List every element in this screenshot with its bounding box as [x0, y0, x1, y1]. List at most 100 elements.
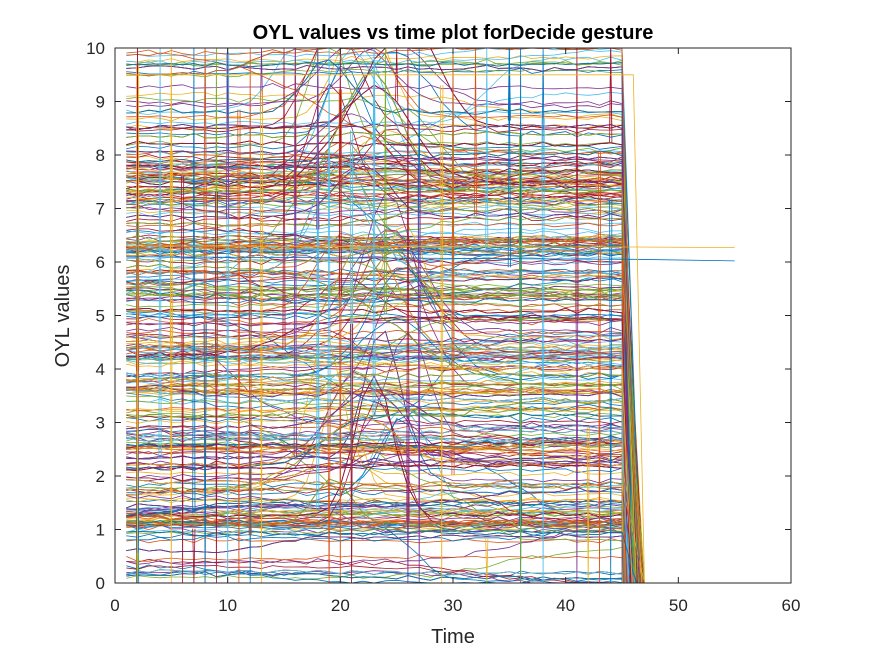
data-line [126, 507, 735, 583]
y-tick-label: 9 [96, 93, 105, 112]
spike-line [575, 200, 579, 583]
data-line [126, 443, 735, 583]
data-line [126, 171, 735, 583]
data-line [126, 162, 735, 583]
data-line [126, 258, 735, 583]
spike-line [327, 48, 331, 436]
data-line [126, 427, 735, 583]
data-line [126, 295, 735, 583]
data-line [126, 268, 735, 583]
data-line [126, 527, 735, 583]
data-line [126, 349, 735, 583]
data-line [126, 236, 735, 583]
spike-line [609, 48, 613, 131]
data-line [126, 483, 735, 583]
data-line [126, 149, 735, 583]
data-line [126, 486, 735, 583]
data-line [126, 415, 735, 583]
y-tick-label: 7 [96, 200, 105, 219]
data-line [126, 499, 735, 583]
data-line [126, 398, 735, 583]
data-line [126, 269, 735, 583]
data-line [126, 519, 735, 583]
data-line [126, 330, 735, 583]
data-line [126, 176, 735, 583]
data-line [126, 173, 735, 583]
data-line [126, 289, 735, 583]
spike-line [158, 48, 162, 458]
x-tick-label: 20 [331, 596, 350, 615]
data-line [126, 316, 735, 583]
spike-line [406, 388, 410, 583]
data-line [126, 150, 735, 583]
data-line [126, 309, 735, 583]
data-line [126, 497, 735, 583]
data-line [126, 320, 735, 583]
data-line [126, 406, 735, 583]
spike-line [350, 130, 354, 583]
spike-line [609, 199, 613, 583]
spike-line [169, 151, 173, 583]
y-axis-label: OYL values [52, 265, 74, 368]
data-line [126, 495, 735, 583]
data-line [126, 250, 735, 583]
spike-line [226, 48, 230, 219]
data-line [126, 203, 735, 583]
data-line [126, 386, 735, 583]
data-line [126, 432, 735, 583]
data-line [126, 236, 735, 583]
data-line [126, 292, 735, 583]
data-line [126, 464, 735, 583]
data-line [126, 187, 735, 583]
y-tick-label: 3 [96, 414, 105, 433]
data-line [126, 376, 735, 583]
data-line [126, 221, 735, 583]
data-line [126, 241, 735, 583]
data-line [126, 486, 735, 583]
data-line [126, 375, 735, 583]
spike-line [406, 48, 410, 521]
x-tick-label: 0 [110, 596, 119, 615]
spike-line [395, 48, 399, 102]
data-line [126, 199, 735, 583]
tick-layer: 0 10 20 30 40 50 60 0 1 2 3 4 5 6 7 8 9 10 [86, 39, 800, 615]
spike-line [248, 48, 252, 536]
y-tick-label: 5 [96, 307, 105, 326]
spike-line [541, 118, 545, 583]
data-line [126, 507, 735, 583]
data-line [126, 178, 735, 583]
spike-line [507, 48, 511, 268]
spike-line [214, 191, 218, 583]
spike-line [282, 48, 286, 350]
spike-line [181, 176, 185, 583]
data-line [126, 48, 735, 583]
data-line [126, 207, 735, 583]
spike-line [136, 552, 140, 583]
data-line [126, 123, 735, 583]
data-line [126, 236, 735, 583]
data-line [126, 436, 735, 583]
data-line [126, 489, 735, 583]
data-line [126, 392, 735, 583]
data-line [126, 449, 735, 583]
data-line [126, 238, 735, 583]
data-line [126, 170, 735, 583]
data-line [126, 360, 735, 583]
data-line [126, 338, 735, 583]
data-line [126, 512, 735, 583]
data-line [126, 415, 735, 583]
data-line [126, 389, 735, 583]
data-line [126, 230, 735, 583]
data-line [126, 162, 735, 583]
data-line [126, 257, 735, 583]
data-line [126, 384, 735, 583]
data-line [126, 331, 735, 583]
spike-line [136, 65, 140, 583]
spike-line [474, 48, 478, 216]
data-line [126, 419, 735, 583]
data-line [126, 167, 735, 583]
data-line [126, 159, 735, 583]
data-line [126, 141, 735, 583]
data-line [126, 522, 735, 583]
